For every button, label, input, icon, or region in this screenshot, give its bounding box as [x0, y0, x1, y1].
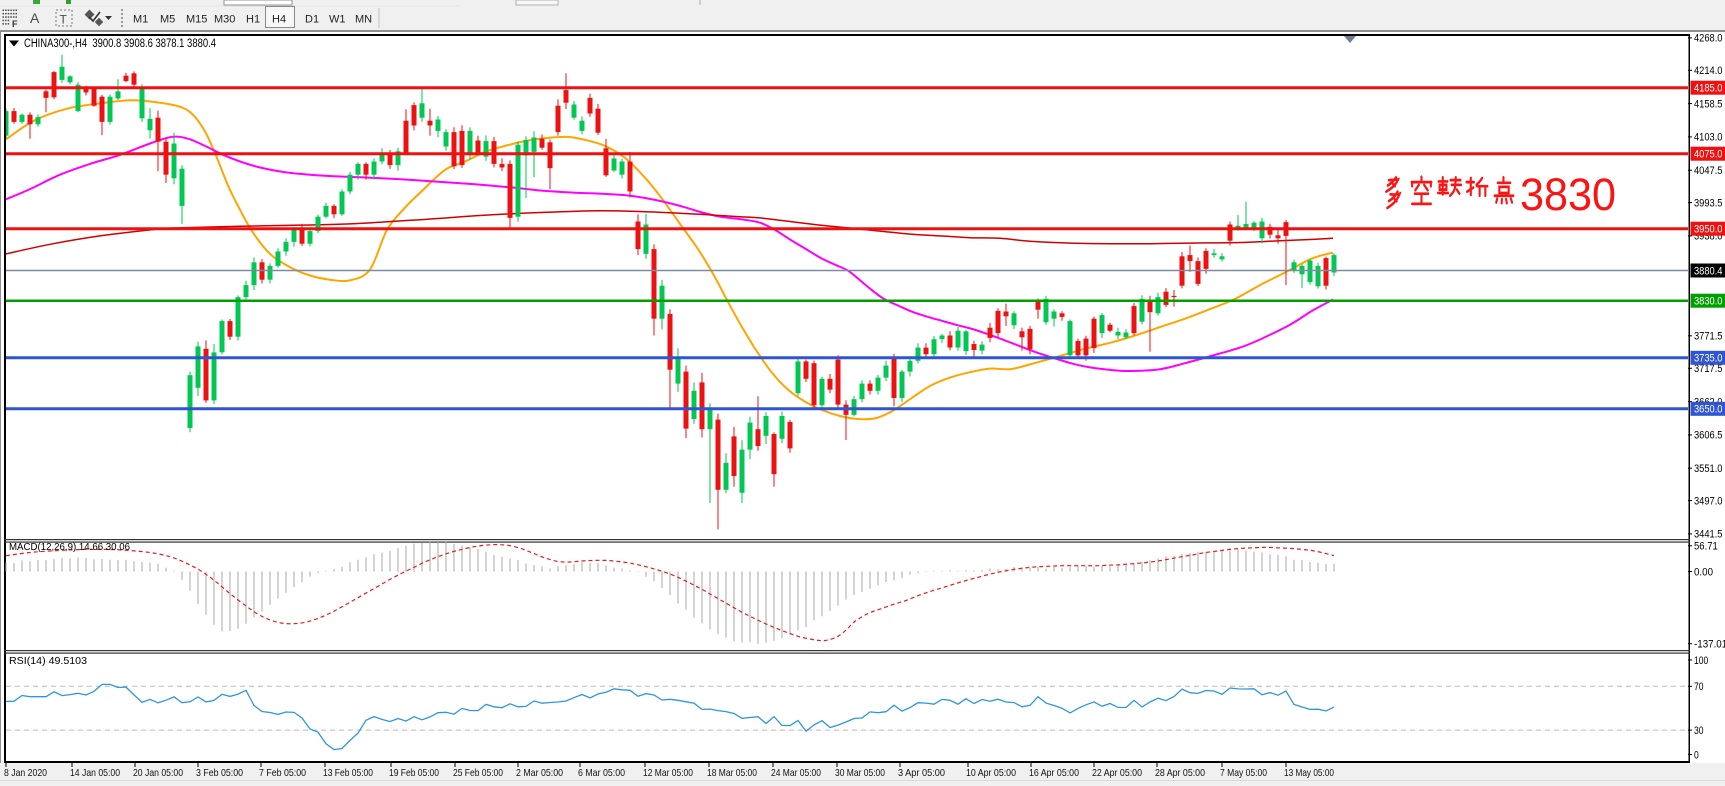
svg-text:18 Mar 05:00: 18 Mar 05:00 [707, 767, 757, 779]
svg-text:W1: W1 [329, 14, 346, 26]
svg-text:25 Feb 05:00: 25 Feb 05:00 [453, 767, 503, 779]
svg-text:3880.4: 3880.4 [1694, 265, 1723, 277]
svg-text:A: A [30, 10, 40, 26]
svg-text:3 Apr 05:00: 3 Apr 05:00 [898, 767, 945, 779]
svg-text:3830: 3830 [1520, 169, 1616, 220]
svg-text:30 Mar 05:00: 30 Mar 05:00 [835, 767, 885, 779]
svg-text:6 Mar 05:00: 6 Mar 05:00 [578, 767, 625, 779]
svg-text:3771.5: 3771.5 [1694, 331, 1723, 343]
svg-text:7 May 05:00: 7 May 05:00 [1220, 767, 1267, 779]
svg-text:19 Feb 05:00: 19 Feb 05:00 [389, 767, 439, 779]
svg-text:3606.5: 3606.5 [1694, 430, 1723, 442]
svg-text:0: 0 [1694, 749, 1699, 761]
svg-text:3993.5: 3993.5 [1694, 197, 1723, 209]
svg-text:3717.5: 3717.5 [1694, 363, 1723, 375]
svg-text:24 Mar 05:00: 24 Mar 05:00 [771, 767, 821, 779]
svg-text:H1: H1 [246, 14, 260, 26]
svg-text:10 Apr 05:00: 10 Apr 05:00 [966, 767, 1016, 779]
svg-text:13 May 05:00: 13 May 05:00 [1284, 767, 1334, 779]
svg-text:2 Mar 05:00: 2 Mar 05:00 [516, 767, 563, 779]
svg-text:4075.0: 4075.0 [1694, 149, 1723, 161]
svg-text:28 Apr 05:00: 28 Apr 05:00 [1155, 767, 1205, 779]
svg-text:3950.0: 3950.0 [1694, 224, 1723, 236]
svg-text:M5: M5 [160, 14, 175, 26]
svg-text:8 Jan 2020: 8 Jan 2020 [4, 767, 47, 779]
svg-text:RSI(14) 49.5103: RSI(14) 49.5103 [9, 655, 87, 667]
svg-text:CHINA300-,H4 3900.8 3908.6 38: CHINA300-,H4 3900.8 3908.6 3878.1 3880.4 [24, 38, 216, 50]
svg-text:3441.5: 3441.5 [1694, 529, 1723, 541]
svg-text:3735.0: 3735.0 [1694, 353, 1723, 365]
svg-text:7 Feb 05:00: 7 Feb 05:00 [259, 767, 306, 779]
svg-text:56.71: 56.71 [1694, 541, 1718, 553]
svg-text:F: F [12, 19, 18, 29]
svg-text:M1: M1 [133, 14, 148, 26]
svg-text:4047.5: 4047.5 [1694, 165, 1723, 177]
svg-text:4214.0: 4214.0 [1694, 65, 1723, 77]
svg-text:4268.0: 4268.0 [1694, 33, 1723, 45]
svg-text:4158.5: 4158.5 [1694, 98, 1723, 110]
svg-text:H4: H4 [272, 14, 286, 26]
svg-text:MACD(12,26,9) 14.66 30.06: MACD(12,26,9) 14.66 30.06 [9, 541, 130, 553]
svg-text:3830.0: 3830.0 [1694, 296, 1723, 308]
svg-text:20 Jan 05:00: 20 Jan 05:00 [133, 767, 183, 779]
svg-text:-137.01: -137.01 [1694, 639, 1725, 651]
svg-text:D1: D1 [305, 14, 319, 26]
svg-text:13 Feb 05:00: 13 Feb 05:00 [323, 767, 373, 779]
svg-text:70: 70 [1694, 681, 1704, 693]
svg-text:3650.0: 3650.0 [1694, 404, 1723, 416]
svg-text:22 Apr 05:00: 22 Apr 05:00 [1092, 767, 1142, 779]
svg-text:0.00: 0.00 [1694, 566, 1713, 578]
svg-text:3551.0: 3551.0 [1694, 463, 1723, 475]
svg-text:16 Apr 05:00: 16 Apr 05:00 [1029, 767, 1079, 779]
svg-text:4185.0: 4185.0 [1694, 83, 1723, 95]
svg-text:4103.0: 4103.0 [1694, 132, 1723, 144]
svg-text:100: 100 [1694, 655, 1708, 667]
svg-text:3 Feb 05:00: 3 Feb 05:00 [196, 767, 243, 779]
svg-text:M30: M30 [214, 14, 235, 26]
svg-text:MN: MN [355, 14, 372, 26]
svg-text:M15: M15 [186, 14, 207, 26]
svg-text:14 Jan 05:00: 14 Jan 05:00 [70, 767, 120, 779]
svg-text:12 Mar 05:00: 12 Mar 05:00 [643, 767, 693, 779]
svg-text:T: T [60, 13, 68, 27]
svg-text:3497.0: 3497.0 [1694, 495, 1723, 507]
svg-text:30: 30 [1694, 725, 1704, 737]
